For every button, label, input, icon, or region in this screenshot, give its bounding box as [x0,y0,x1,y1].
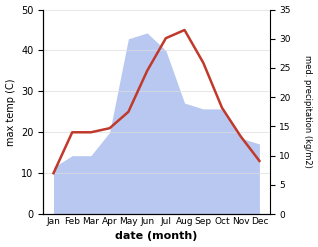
Y-axis label: med. precipitation (kg/m2): med. precipitation (kg/m2) [303,55,313,168]
Y-axis label: max temp (C): max temp (C) [5,78,16,145]
X-axis label: date (month): date (month) [115,231,198,242]
